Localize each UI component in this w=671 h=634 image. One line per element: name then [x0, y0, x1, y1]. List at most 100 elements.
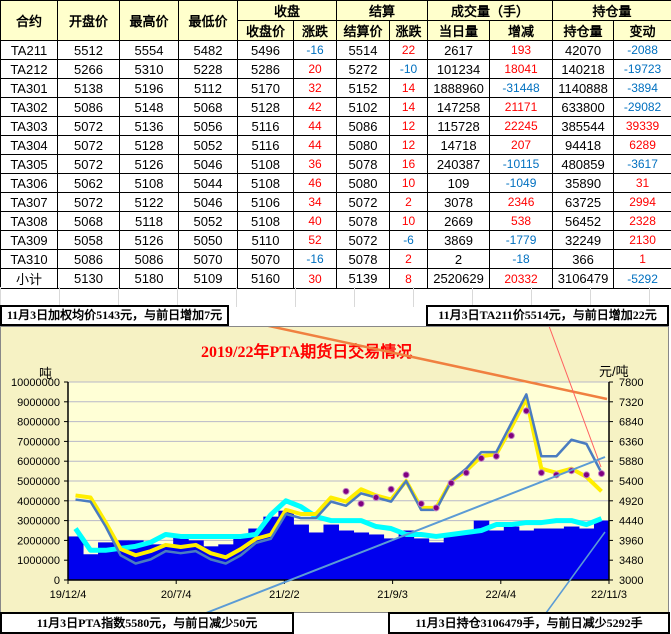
volume-bar	[68, 536, 84, 580]
volume-bar	[578, 528, 595, 580]
volume-bar	[83, 554, 99, 580]
volume-bar	[413, 538, 430, 580]
oi-change-cell: -2088	[613, 40, 671, 60]
volume-change-cell: 20332	[489, 268, 554, 289]
volume-cell: 147258	[427, 97, 491, 117]
oi-change-cell: 31	[613, 173, 671, 193]
header-settle-change: 涨跌	[389, 20, 429, 41]
open-cell: 5068	[57, 211, 120, 231]
high-cell: 5180	[119, 268, 179, 289]
futures-quote-table: 合约 开盘价 最高价 最低价 收盘 结算 成交量（手） 持仓量 收盘价 涨跌 结…	[0, 0, 671, 289]
open-interest-cell: 385544	[552, 116, 615, 136]
high-cell: 5118	[119, 211, 179, 231]
open-interest-cell: 63725	[552, 192, 615, 212]
open-interest-cell: 140218	[552, 59, 615, 79]
contract-cell: TA308	[0, 211, 58, 231]
high-cell: 5108	[119, 173, 179, 193]
close-cell: 5108	[237, 154, 294, 174]
open-interest-cell: 56452	[552, 211, 615, 231]
callout-connector-open-interest	[545, 531, 606, 614]
pta-index-dot	[342, 487, 350, 495]
open-cell: 5072	[57, 116, 120, 136]
low-cell: 5482	[178, 40, 238, 60]
pta-index-dot	[402, 471, 410, 479]
close-change-cell: 20	[292, 59, 338, 79]
volume-cell: 1888960	[427, 78, 491, 98]
pta-index-dot	[447, 479, 455, 487]
volume-bar	[503, 526, 520, 580]
pta-index-dot	[492, 452, 500, 460]
table-row: TA304 5072 5128 5052 5116 44 5080 12 14718 207 944…	[0, 135, 671, 155]
low-cell: 5070	[178, 249, 238, 269]
close-change-cell: 46	[292, 173, 338, 193]
table-row: TA303 5072 5136 5056 5116 44 5086 12 115728 22245…	[0, 116, 671, 136]
close-cell: 5108	[237, 173, 294, 193]
settle-change-cell: 10	[389, 211, 429, 231]
settle-cell: 5072	[336, 230, 391, 250]
volume-cell: 240387	[427, 154, 491, 174]
right-tick-label: 4440	[619, 516, 643, 528]
callout-open-interest: 11月3日持仓3106479手，与前日减少5292手	[388, 612, 670, 634]
contract-cell: TA302	[0, 97, 58, 117]
volume-bar	[458, 532, 475, 580]
close-cell: 5106	[237, 192, 294, 212]
contract-cell: TA305	[0, 154, 58, 174]
left-tick-label: 0	[54, 575, 60, 587]
oi-change-cell: -3894	[613, 78, 671, 98]
table-row: TA301 5138 5196 5112 5170 32 5152 14 1888960 -314…	[0, 78, 671, 98]
settle-cell: 5078	[336, 249, 391, 269]
pta-index-dot	[477, 454, 485, 462]
weighted-average-line	[75, 396, 603, 560]
settle-cell: 5080	[336, 173, 391, 193]
settle-change-cell: 8	[389, 268, 429, 289]
open-interest-cell: 1140888	[552, 78, 615, 98]
oi-change-cell: -3617	[613, 154, 671, 174]
close-change-cell: -16	[292, 40, 338, 60]
open-cell: 5072	[57, 154, 120, 174]
volume-bar	[488, 530, 505, 580]
oi-change-cell: -5292	[613, 268, 671, 289]
header-oi-change: 变动	[613, 20, 671, 41]
close-cell: 5116	[237, 135, 294, 155]
pta-index-dot	[372, 494, 380, 501]
close-change-cell: 44	[292, 135, 338, 155]
open-cell: 5130	[57, 268, 120, 289]
table-row: TA310 5086 5086 5070 5070 -16 5078 2 2 -18 366 1	[0, 249, 671, 269]
settle-cell: 5078	[336, 154, 391, 174]
contract-cell: TA304	[0, 135, 58, 155]
volume-change-cell: 538	[489, 211, 554, 231]
volume-change-cell: -10115	[489, 154, 554, 174]
header-volume: 当日量	[427, 20, 491, 41]
volume-cell: 2	[427, 249, 491, 269]
oi-change-cell: 2994	[613, 192, 671, 212]
volume-bar	[563, 526, 580, 580]
header-open-interest: 持仓量	[552, 20, 615, 41]
callout-ta211-price: 11月3日TA211价5514元，与前日增加22元	[426, 305, 669, 326]
settle-change-cell: 12	[389, 116, 429, 136]
close-cell: 5286	[237, 59, 294, 79]
oi-change-cell: -29082	[613, 97, 671, 117]
volume-cell: 115728	[427, 116, 491, 136]
volume-bar	[398, 530, 415, 580]
open-interest-line	[73, 498, 603, 553]
close-cell: 5170	[237, 78, 294, 98]
pta-index-dot	[507, 432, 515, 440]
high-cell: 5196	[119, 78, 179, 98]
high-cell: 5148	[119, 97, 179, 117]
left-tick-label: 4000000	[17, 496, 60, 508]
volume-bar	[548, 528, 565, 580]
volume-cell: 2617	[427, 40, 491, 60]
left-tick-label: 8000000	[17, 417, 60, 429]
left-tick-label: 2000000	[17, 535, 60, 547]
close-cell: 5496	[237, 40, 294, 60]
pta-index-dot	[462, 469, 470, 477]
open-cell: 5058	[57, 230, 120, 250]
group-header-volume: 成交量（手）	[427, 0, 554, 21]
pta-index-dot	[387, 485, 395, 493]
oi-change-cell: 6289	[613, 135, 671, 155]
left-tick-label: 6000000	[17, 456, 60, 468]
close-change-cell: 42	[292, 97, 338, 117]
settle-cell: 5102	[336, 97, 391, 117]
x-tick-label: 22/11/3	[591, 589, 627, 601]
left-tick-label: 9000000	[17, 397, 60, 409]
